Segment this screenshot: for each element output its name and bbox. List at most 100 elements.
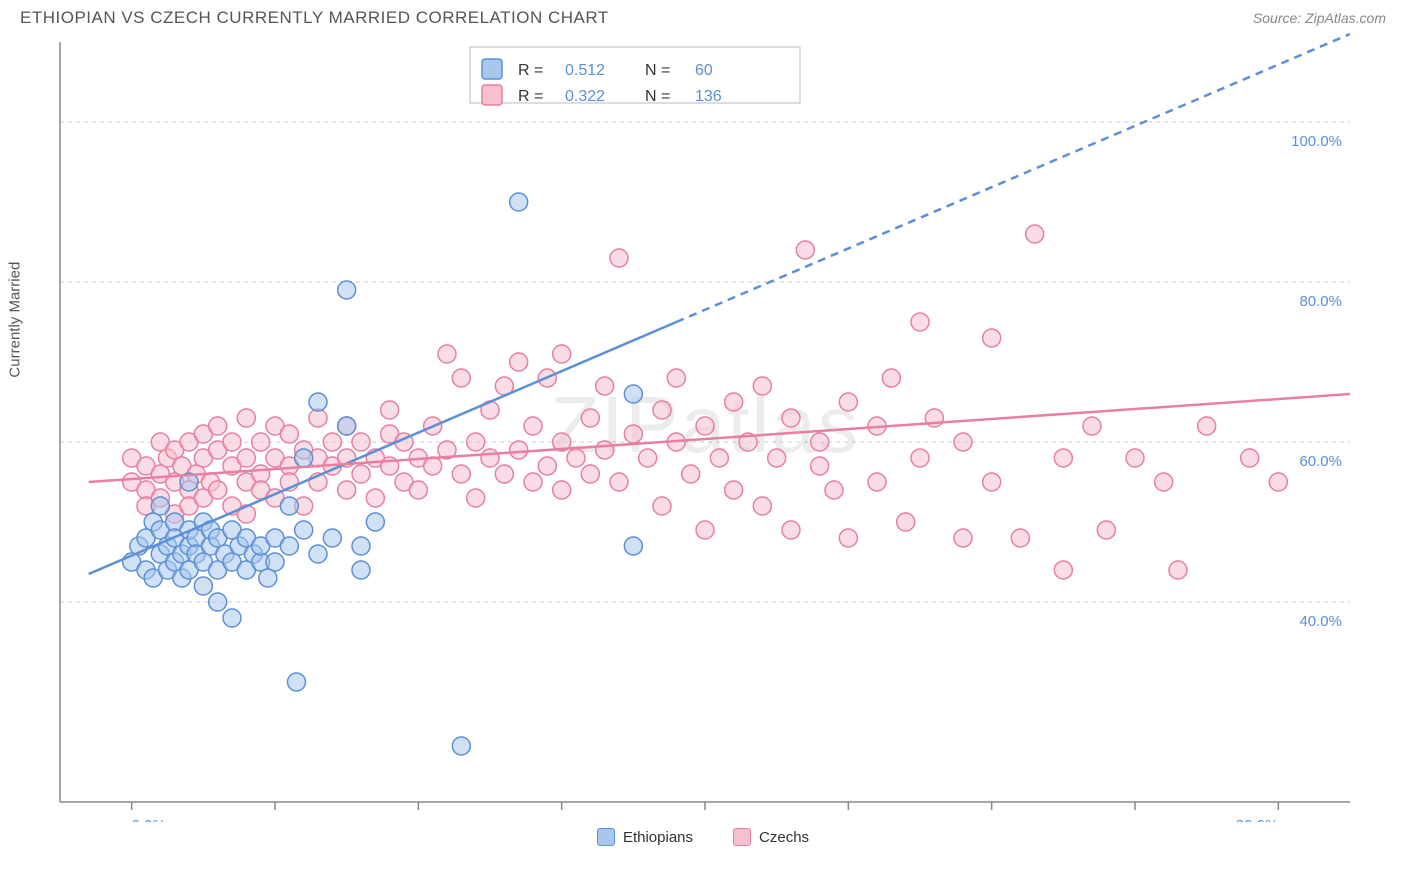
data-point <box>1026 225 1044 243</box>
data-point <box>237 449 255 467</box>
data-point <box>639 449 657 467</box>
data-point <box>381 401 399 419</box>
data-point <box>409 481 427 499</box>
data-point <box>596 441 614 459</box>
legend-r-value: 0.512 <box>565 62 605 79</box>
data-point <box>524 417 542 435</box>
y-axis-label: Currently Married <box>7 262 24 378</box>
data-point <box>209 593 227 611</box>
data-point <box>1011 529 1029 547</box>
legend-n-label: N = <box>645 88 670 105</box>
data-point <box>753 497 771 515</box>
data-point <box>223 609 241 627</box>
data-point <box>467 433 485 451</box>
data-point <box>524 473 542 491</box>
data-point <box>452 465 470 483</box>
data-point <box>725 393 743 411</box>
data-point <box>538 457 556 475</box>
y-tick-label: 40.0% <box>1299 613 1342 630</box>
data-point <box>209 417 227 435</box>
data-point <box>366 513 384 531</box>
data-point <box>309 545 327 563</box>
legend-swatch <box>733 828 751 846</box>
data-point <box>682 465 700 483</box>
data-point <box>295 521 313 539</box>
data-point <box>209 481 227 499</box>
data-point <box>624 425 642 443</box>
y-tick-label: 80.0% <box>1299 293 1342 310</box>
chart-source: Source: ZipAtlas.com <box>1253 10 1386 26</box>
data-point <box>1241 449 1259 467</box>
scatter-chart: 40.0%60.0%80.0%100.0%0.0%80.0%ZIPatlasR … <box>20 32 1360 822</box>
data-point <box>796 241 814 259</box>
data-point <box>1198 417 1216 435</box>
data-point <box>1126 449 1144 467</box>
data-point <box>438 345 456 363</box>
legend-r-label: R = <box>518 88 543 105</box>
data-point <box>1097 521 1115 539</box>
legend-n-value: 60 <box>695 62 713 79</box>
data-point <box>352 465 370 483</box>
data-point <box>839 393 857 411</box>
x-tick-label: 80.0% <box>1236 817 1279 822</box>
data-point <box>510 441 528 459</box>
data-point <box>452 369 470 387</box>
data-point <box>782 521 800 539</box>
bottom-legend: Ethiopians Czechs <box>0 828 1406 846</box>
data-point <box>1155 473 1173 491</box>
bottom-legend-item: Czechs <box>733 828 809 846</box>
chart-title: ETHIOPIAN VS CZECH CURRENTLY MARRIED COR… <box>20 8 609 28</box>
data-point <box>295 449 313 467</box>
data-point <box>1054 449 1072 467</box>
bottom-legend-item: Ethiopians <box>597 828 693 846</box>
data-point <box>288 673 306 691</box>
data-point <box>653 497 671 515</box>
data-point <box>725 481 743 499</box>
data-point <box>424 457 442 475</box>
data-point <box>467 489 485 507</box>
legend-label: Ethiopians <box>623 829 693 846</box>
data-point <box>323 529 341 547</box>
data-point <box>338 417 356 435</box>
data-point <box>868 473 886 491</box>
data-point <box>481 449 499 467</box>
legend-swatch <box>482 59 502 79</box>
data-point <box>1083 417 1101 435</box>
data-point <box>882 369 900 387</box>
data-point <box>352 537 370 555</box>
legend-swatch <box>597 828 615 846</box>
y-tick-label: 60.0% <box>1299 453 1342 470</box>
data-point <box>897 513 915 531</box>
chart-container: Currently Married 40.0%60.0%80.0%100.0%0… <box>20 32 1386 822</box>
data-point <box>782 409 800 427</box>
data-point <box>223 433 241 451</box>
data-point <box>495 465 513 483</box>
data-point <box>510 193 528 211</box>
data-point <box>194 577 212 595</box>
data-point <box>553 345 571 363</box>
data-point <box>1269 473 1287 491</box>
data-point <box>338 281 356 299</box>
data-point <box>983 473 1001 491</box>
data-point <box>309 393 327 411</box>
data-point <box>811 433 829 451</box>
data-point <box>338 481 356 499</box>
x-tick-label: 0.0% <box>132 817 166 822</box>
data-point <box>1169 561 1187 579</box>
data-point <box>280 425 298 443</box>
data-point <box>624 385 642 403</box>
data-point <box>266 553 284 571</box>
data-point <box>696 521 714 539</box>
data-point <box>596 377 614 395</box>
data-point <box>954 529 972 547</box>
data-point <box>553 481 571 499</box>
data-point <box>653 401 671 419</box>
data-point <box>581 409 599 427</box>
data-point <box>710 449 728 467</box>
data-point <box>839 529 857 547</box>
data-point <box>825 481 843 499</box>
data-point <box>1054 561 1072 579</box>
data-point <box>567 449 585 467</box>
data-point <box>252 433 270 451</box>
legend-n-label: N = <box>645 62 670 79</box>
